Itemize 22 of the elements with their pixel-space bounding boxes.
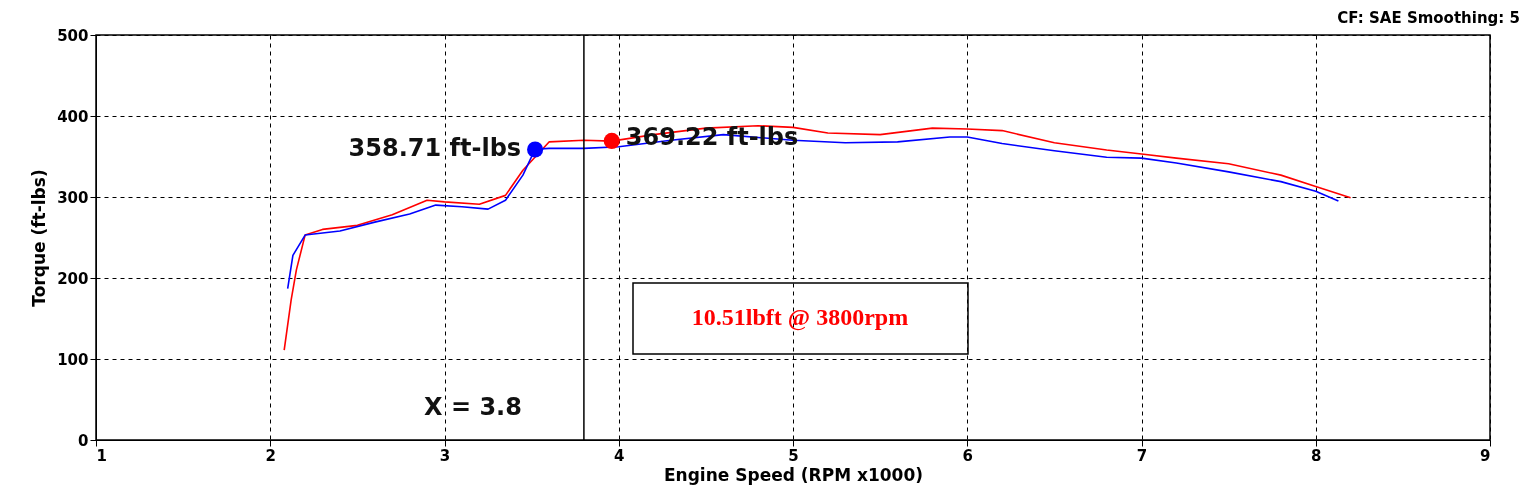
x-tick-label: 1 [96, 446, 107, 465]
x-tick-label: 5 [788, 446, 799, 465]
ref-line-label: X = 3.8 [424, 393, 522, 421]
y-tick-label: 400 [57, 107, 89, 126]
y-tick-label: 300 [57, 188, 89, 207]
x-tick-label: 2 [265, 446, 276, 465]
y-tick-label: 100 [57, 350, 89, 369]
x-tick-label: 7 [1136, 446, 1148, 465]
x-tick-label: 4 [614, 446, 625, 465]
data-label: 358.71 ft-lbs [348, 134, 522, 163]
y-tick-label: 500 [57, 26, 89, 45]
x-tick-label: 8 [1311, 446, 1322, 465]
text: CF: SAE Smoothing: 5 [1337, 9, 1520, 27]
x-tick-label: 3 [439, 446, 451, 465]
annotation: 10.51lbft @ 3800rpm [691, 304, 909, 331]
y-tick-label: 0 [78, 431, 89, 450]
line-series [283, 124, 1352, 351]
y-axis-title: Torque (ft-lbs) [29, 169, 50, 307]
x-axis-title: Engine Speed (RPM x1000) [663, 464, 924, 485]
x-tick-label: 6 [962, 446, 973, 465]
y-tick-label: 200 [57, 269, 89, 288]
x-tick-label: 9 [1480, 446, 1491, 465]
